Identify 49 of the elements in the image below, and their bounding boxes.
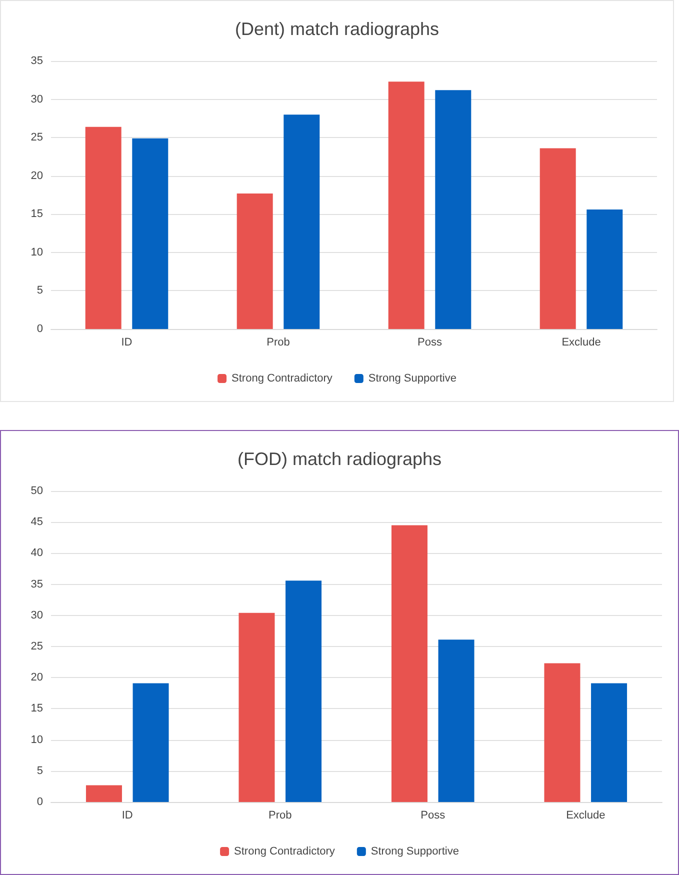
y-tick-label: 15: [30, 702, 43, 715]
legend-label: Strong Contradictory: [232, 372, 333, 384]
x-tick-label: ID: [122, 810, 133, 822]
bar: [236, 193, 273, 329]
y-tick-label: 0: [36, 796, 43, 808]
y-tick-label: 30: [30, 93, 43, 106]
bar: [132, 138, 168, 329]
x-tick-label: Exclude: [562, 336, 601, 348]
y-tick-label: 25: [30, 640, 43, 652]
bar: [86, 785, 122, 802]
x-tick-label: ID: [121, 336, 132, 348]
bar: [286, 580, 322, 802]
bar: [435, 90, 472, 329]
bar: [591, 683, 628, 802]
bar: [586, 210, 623, 329]
y-tick-label: 10: [30, 246, 43, 258]
y-tick-label: 30: [30, 609, 43, 622]
bar: [85, 126, 122, 329]
x-tick-label: Poss: [420, 810, 446, 822]
y-tick-label: 10: [30, 734, 43, 746]
bar: [540, 148, 576, 329]
y-tick-label: 5: [36, 764, 43, 777]
bar: [238, 612, 275, 802]
x-tick-label: Prob: [266, 336, 290, 348]
bar: [544, 663, 580, 802]
bar: [284, 114, 320, 329]
bar: [391, 525, 428, 802]
bar: [388, 82, 424, 329]
chart-title: (Dent) match radiographs: [234, 19, 440, 39]
y-tick-label: 20: [30, 672, 43, 684]
bar: [132, 683, 169, 802]
legend-label: Strong Contradictory: [234, 846, 336, 858]
y-tick-label: 0: [36, 323, 43, 335]
x-tick-label: Poss: [418, 336, 442, 348]
y-tick-label: 15: [30, 208, 43, 220]
legend-label: Strong Supportive: [370, 846, 459, 858]
y-tick-label: 25: [30, 132, 43, 144]
y-tick-label: 50: [30, 485, 43, 497]
y-tick-label: 5: [36, 284, 43, 297]
y-tick-label: 45: [30, 516, 43, 528]
bar: [438, 640, 474, 802]
chart-title: (FOD) match radiographs: [237, 449, 442, 469]
x-tick-label: Exclude: [566, 810, 606, 822]
y-tick-label: 35: [30, 578, 43, 590]
x-tick-label: Prob: [268, 810, 292, 822]
y-tick-label: 20: [30, 170, 43, 182]
y-tick-label: 35: [30, 55, 43, 67]
legend-label: Strong Supportive: [368, 372, 456, 384]
y-tick-label: 40: [30, 547, 43, 560]
